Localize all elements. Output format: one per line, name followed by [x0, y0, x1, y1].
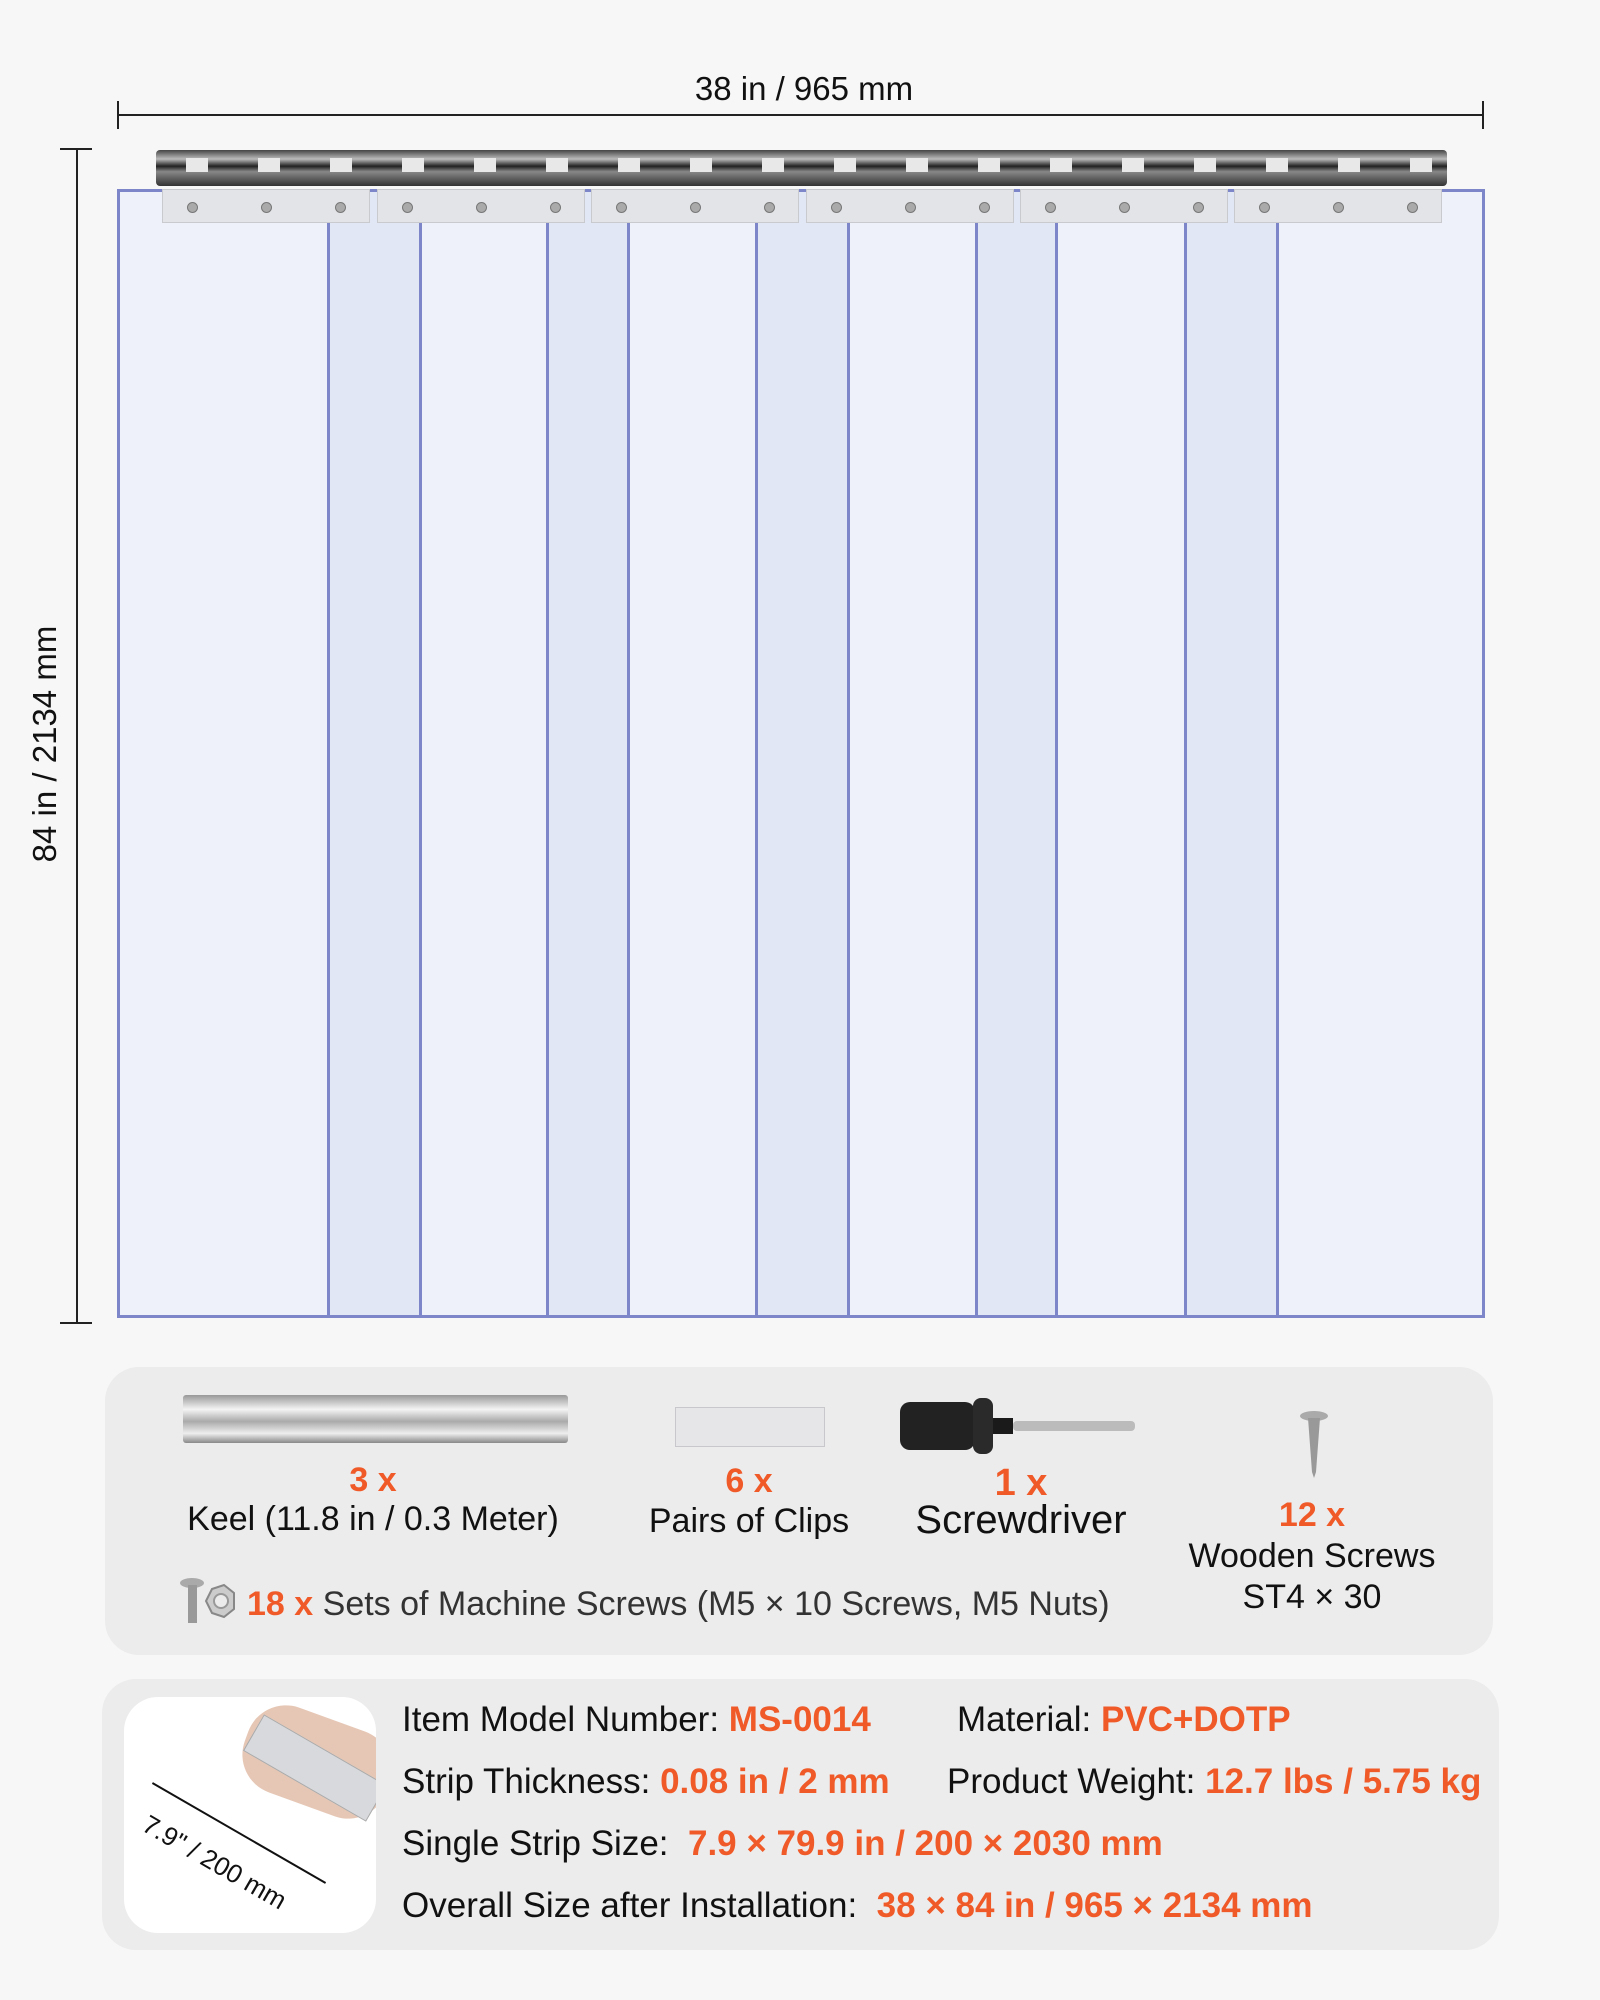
screwdriver-qty: 1 x — [994, 1462, 1048, 1504]
wooden-screws-label: Wooden Screws — [1188, 1537, 1436, 1575]
clip-plate — [591, 189, 799, 223]
clip-plate-icon — [675, 1407, 825, 1447]
clips-label: Pairs of Clips — [648, 1502, 850, 1540]
clip-plate — [377, 189, 585, 223]
strip-curtain — [117, 189, 1485, 1318]
wooden-screws-qty: 12 x — [1278, 1496, 1346, 1534]
spec-strip-size: Single Strip Size: 7.9 × 79.9 in / 200 ×… — [402, 1824, 1163, 1863]
strip-edge — [1055, 192, 1058, 1315]
strip-edge — [1276, 192, 1279, 1315]
strip-edge — [327, 192, 330, 1315]
spec-overall-size: Overall Size after Installation: 38 × 84… — [402, 1886, 1313, 1925]
strip-width-caption: 7.9" / 200 mm — [137, 1808, 292, 1916]
keel-rail — [156, 150, 1447, 186]
strip-overlap — [546, 192, 627, 1315]
clip-plate — [1234, 189, 1442, 223]
spec-material: Material: PVC+DOTP — [957, 1700, 1291, 1739]
strip-photo: 7.9" / 200 mm — [124, 1697, 376, 1933]
strip-edge — [975, 192, 978, 1315]
machine-screw-nut-icon — [180, 1578, 235, 1623]
strip-overlap — [755, 192, 847, 1315]
width-label: 38 in / 965 mm — [694, 70, 914, 107]
spec-weight: Product Weight: 12.7 lbs / 5.75 kg — [947, 1762, 1482, 1801]
keel-rail-icon — [183, 1395, 568, 1443]
height-dimension-tick-top — [60, 148, 92, 150]
strip-edge — [546, 192, 549, 1315]
clips-qty: 6 x — [725, 1462, 773, 1500]
strip-edge — [1184, 192, 1187, 1315]
strip-edge — [627, 192, 630, 1315]
clip-plate — [806, 189, 1014, 223]
strip-edge — [847, 192, 850, 1315]
height-dimension-line — [76, 149, 78, 1323]
clip-plate — [1020, 189, 1228, 223]
strip-edge — [419, 192, 422, 1315]
screwdriver-icon — [900, 1398, 1135, 1454]
wood-screw-icon — [1300, 1411, 1328, 1478]
strip-overlap — [1184, 192, 1276, 1315]
clip-plate — [162, 189, 370, 223]
keel-qty: 3 x — [349, 1461, 397, 1499]
strip-overlap — [327, 192, 419, 1315]
machine-screws-qty: 18 x — [247, 1585, 314, 1623]
keel-label: Keel (11.8 in / 0.3 Meter) — [187, 1500, 559, 1538]
width-dimension-tick-left — [117, 101, 119, 129]
machine-screws-line: 18 x Sets of Machine Screws (M5 × 10 Scr… — [247, 1585, 1110, 1624]
spec-thickness: Strip Thickness: 0.08 in / 2 mm — [402, 1762, 890, 1801]
height-label: 84 in / 2134 mm — [26, 625, 63, 863]
wooden-screws-size: ST4 × 30 — [1242, 1578, 1382, 1616]
width-dimension-line — [117, 114, 1483, 116]
machine-screws-label: Sets of Machine Screws (M5 × 10 Screws, … — [322, 1585, 1110, 1623]
strip-overlap — [975, 192, 1055, 1315]
width-dimension-tick-right — [1482, 101, 1484, 129]
screwdriver-label: Screwdriver — [915, 1498, 1127, 1542]
height-dimension-tick-bottom — [60, 1322, 92, 1324]
spec-model: Item Model Number: MS-0014 — [402, 1700, 871, 1739]
strip-edge — [755, 192, 758, 1315]
